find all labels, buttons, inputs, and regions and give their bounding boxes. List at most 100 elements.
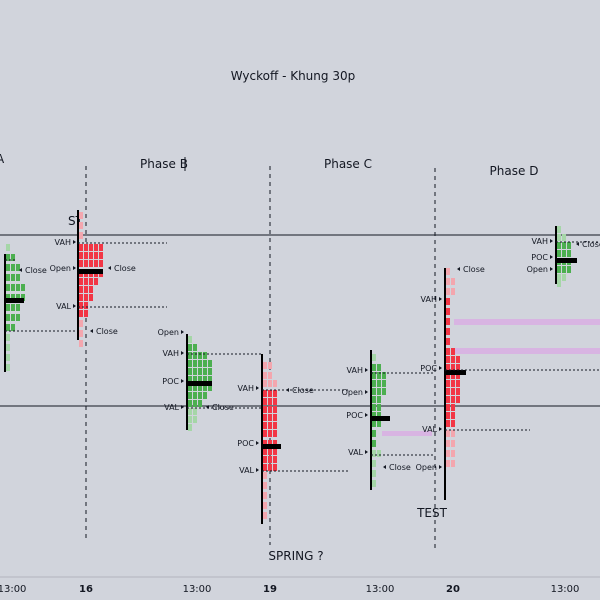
profile-cell — [188, 368, 192, 375]
poc-marker — [446, 370, 466, 375]
profile-cell — [6, 314, 10, 321]
profile-cell — [268, 448, 272, 455]
profile-cell — [562, 250, 566, 257]
profile-cell — [11, 254, 15, 261]
profile-cell — [268, 398, 272, 405]
profile-cell — [193, 368, 197, 375]
profile-cell — [372, 396, 376, 403]
profile-cell — [372, 450, 376, 457]
poc-marker — [263, 444, 281, 449]
profile-cell — [188, 416, 192, 423]
profile-cell — [372, 388, 376, 395]
profile-cell — [6, 264, 10, 271]
profile-cell — [567, 242, 571, 249]
profile-cell — [11, 294, 15, 301]
profile-cell — [273, 440, 277, 447]
profile-cell — [446, 380, 450, 387]
profile-cell — [188, 408, 192, 415]
profile-cell — [193, 400, 197, 407]
profile-cell — [6, 284, 10, 291]
profile-cell — [273, 380, 277, 387]
level-band-lower[interactable] — [454, 348, 600, 354]
profile-cell — [188, 336, 192, 343]
profile-cell — [562, 234, 566, 241]
profile-level-label: VAH — [347, 366, 363, 375]
profile-cell — [79, 340, 83, 347]
profile-cell — [446, 372, 450, 379]
level-band-upper[interactable] — [454, 319, 600, 325]
profile-cell — [446, 278, 450, 285]
profile-cell — [79, 212, 83, 219]
profile-cell — [11, 274, 15, 281]
profile-cell — [6, 254, 10, 261]
profile-level-label: POC — [346, 411, 363, 420]
profile-cell — [263, 472, 267, 479]
profile-cell — [446, 298, 450, 305]
profile-level-label: VAH — [238, 384, 254, 393]
profile-cell — [198, 368, 202, 375]
edge-glyph: A — [0, 152, 5, 166]
profile-cell — [84, 252, 88, 259]
profile-cell — [99, 260, 103, 267]
profile-cell — [268, 390, 272, 397]
profile-cell — [372, 364, 376, 371]
profile-cell — [372, 372, 376, 379]
profile-cell — [79, 244, 83, 251]
profile-cell — [79, 260, 83, 267]
phase-c-label: Phase C — [324, 157, 372, 171]
profile-cell — [94, 278, 98, 285]
label-arrow-icon — [256, 386, 259, 390]
profile-cell — [198, 376, 202, 383]
level-band-short[interactable] — [382, 431, 432, 436]
profile-cell — [372, 430, 376, 437]
profile-cell — [99, 244, 103, 251]
x-tick: 13:00 — [0, 584, 26, 595]
profile-cell — [188, 400, 192, 407]
profile-cell — [203, 368, 207, 375]
profile-cell — [6, 324, 10, 331]
profile-cell — [89, 278, 93, 285]
profile-cell — [263, 448, 267, 455]
profile-level-label: Close — [25, 266, 47, 275]
profile-cell — [451, 430, 455, 437]
poc-marker — [372, 416, 390, 421]
profile-cell — [268, 422, 272, 429]
profile-cell — [557, 226, 561, 233]
label-arrow-icon — [181, 351, 184, 355]
profile-cell — [188, 344, 192, 351]
profile-cell — [84, 310, 88, 317]
profile-cell — [382, 388, 386, 395]
profile-cell — [446, 388, 450, 395]
profile-level-label: VAL — [422, 425, 437, 434]
profile-cell — [557, 266, 561, 273]
profile-level-label: POC — [237, 439, 254, 448]
profile-cell — [446, 420, 450, 427]
label-arrow-icon — [439, 427, 442, 431]
profile-cell — [377, 412, 381, 419]
label-arrow-icon — [365, 390, 368, 394]
x-tick: 19 — [263, 584, 277, 595]
profile-cell — [268, 380, 272, 387]
profile-cell — [6, 344, 10, 351]
profile-cell — [203, 360, 207, 367]
profile-cell — [193, 408, 197, 415]
label-arrow-icon — [181, 379, 184, 383]
label-arrow-icon — [90, 329, 93, 333]
label-arrow-icon — [256, 441, 259, 445]
profile-level-label: Close — [389, 463, 411, 472]
profile-level-label: VAH — [532, 237, 548, 246]
profile-cell — [451, 288, 455, 295]
profile-cell — [451, 388, 455, 395]
profile-cell — [89, 244, 93, 251]
profile-level-label: VAH — [163, 349, 179, 358]
profile-level-label: Open — [158, 328, 179, 337]
profile-cell — [193, 360, 197, 367]
label-arrow-icon — [576, 242, 579, 246]
profile-cell — [6, 244, 10, 251]
poc-marker — [557, 258, 577, 263]
profile-cell — [446, 404, 450, 411]
profile-level-label: Open — [416, 463, 437, 472]
